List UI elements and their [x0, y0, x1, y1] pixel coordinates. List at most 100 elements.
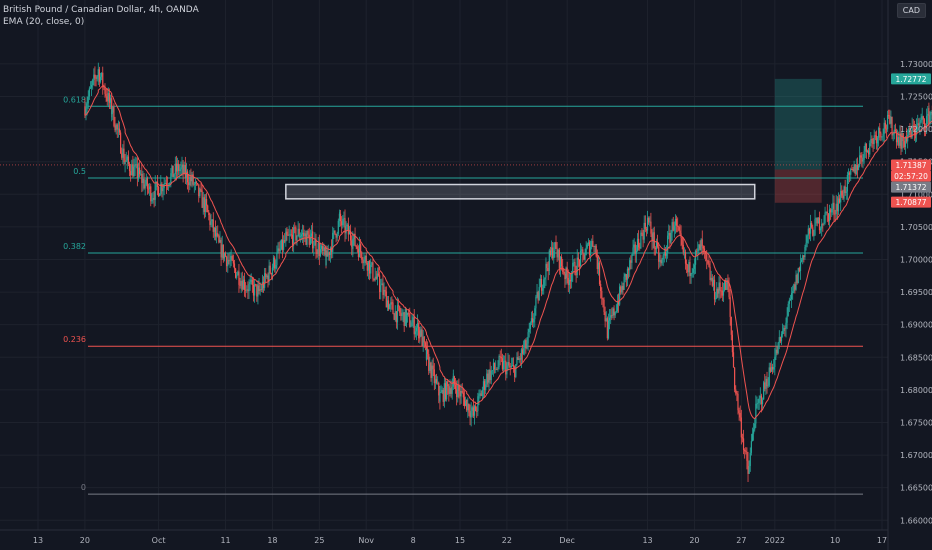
candle-body [279, 249, 281, 251]
candle-body [476, 411, 478, 412]
candle-body [372, 262, 374, 279]
candle-body [452, 376, 454, 380]
candle-body [208, 212, 210, 216]
candle-body [317, 243, 319, 254]
candle-body [575, 274, 577, 276]
candle-body [237, 271, 239, 276]
candle-body [404, 308, 406, 326]
candle-body [746, 452, 748, 461]
price-tag [891, 170, 931, 182]
candle-body [88, 88, 90, 97]
candle-body [634, 244, 636, 254]
candle-body [364, 256, 366, 262]
candle-body [298, 228, 300, 237]
candle-body [487, 373, 489, 383]
candle-body [396, 305, 399, 323]
candle-body [210, 221, 212, 225]
candle-body [553, 250, 555, 259]
candle-body [114, 125, 116, 131]
time-tick-label: 13 [642, 536, 652, 545]
candle-body [212, 219, 214, 232]
candle-body [559, 256, 562, 269]
candle-body [277, 248, 279, 253]
candle-body [520, 349, 523, 360]
candle-body [778, 337, 780, 343]
candle-body [514, 366, 516, 377]
candle-body [816, 218, 818, 224]
candle-body [266, 275, 268, 278]
candle-body [349, 231, 352, 241]
candle-body [357, 248, 360, 257]
candle-body [310, 233, 313, 237]
candle-body [886, 115, 889, 130]
candle-body [386, 300, 389, 308]
candle-body [326, 250, 328, 257]
time-tick-label: 20 [689, 536, 699, 545]
candle-body [153, 198, 155, 200]
candle-body [392, 305, 394, 314]
candle-body [598, 262, 601, 285]
candle-body [147, 188, 150, 190]
candle-body [480, 393, 482, 396]
candle-body [611, 315, 613, 316]
price-tick-label: 1.67500 [900, 418, 932, 427]
candle-body [515, 364, 517, 377]
time-tick-label: 10 [830, 536, 840, 545]
candle-body [316, 251, 318, 254]
candle-body [604, 311, 606, 322]
candle-body [769, 367, 771, 372]
candle-body [554, 242, 556, 251]
candle-body [884, 122, 886, 129]
candle-body [519, 358, 521, 360]
candle-body [692, 268, 694, 273]
candle-body [142, 178, 144, 184]
candle-body [785, 322, 787, 329]
candle-body [640, 232, 642, 249]
candle-body [621, 285, 623, 293]
stop-loss-zone [774, 169, 822, 203]
candle-body [170, 173, 172, 183]
candle-body [871, 139, 873, 140]
candle-body [87, 96, 89, 104]
candle-body [172, 165, 174, 178]
candle-body [612, 308, 614, 316]
candle-body [246, 289, 248, 291]
candle-body [725, 280, 727, 290]
candle-body [509, 366, 511, 368]
candle-body [425, 349, 428, 360]
candle-body [856, 164, 859, 171]
candle-body [86, 103, 88, 109]
candle-body [748, 466, 750, 474]
candle-body [533, 319, 535, 323]
candle-body [782, 330, 784, 335]
candle-body [626, 268, 629, 280]
candle-body [866, 150, 869, 152]
candle-body [897, 137, 899, 143]
candle-body [842, 195, 844, 199]
candle-body [433, 369, 435, 384]
candle-body [389, 304, 391, 310]
candle-body [811, 222, 813, 228]
candle-body [705, 251, 707, 255]
candle-body [578, 259, 581, 267]
candle-body [518, 358, 520, 360]
candle-body [802, 255, 804, 260]
candle-body [339, 213, 342, 222]
candle-body [558, 249, 560, 269]
candle-body [635, 250, 637, 254]
candle-body [98, 69, 101, 82]
currency-button[interactable]: CAD [896, 3, 926, 18]
candle-body [759, 395, 761, 399]
candle-body [775, 349, 777, 357]
candle-body [243, 279, 246, 290]
candle-body [876, 137, 879, 144]
candle-body [491, 370, 493, 372]
chart-legend: British Pound / Canadian Dollar, 4h, OAN… [3, 4, 199, 28]
candle-body [284, 240, 286, 242]
candle-body [267, 275, 269, 282]
candle-body [231, 255, 233, 261]
candle-body [366, 262, 368, 271]
candle-body [716, 288, 718, 299]
candle-body [712, 279, 715, 286]
